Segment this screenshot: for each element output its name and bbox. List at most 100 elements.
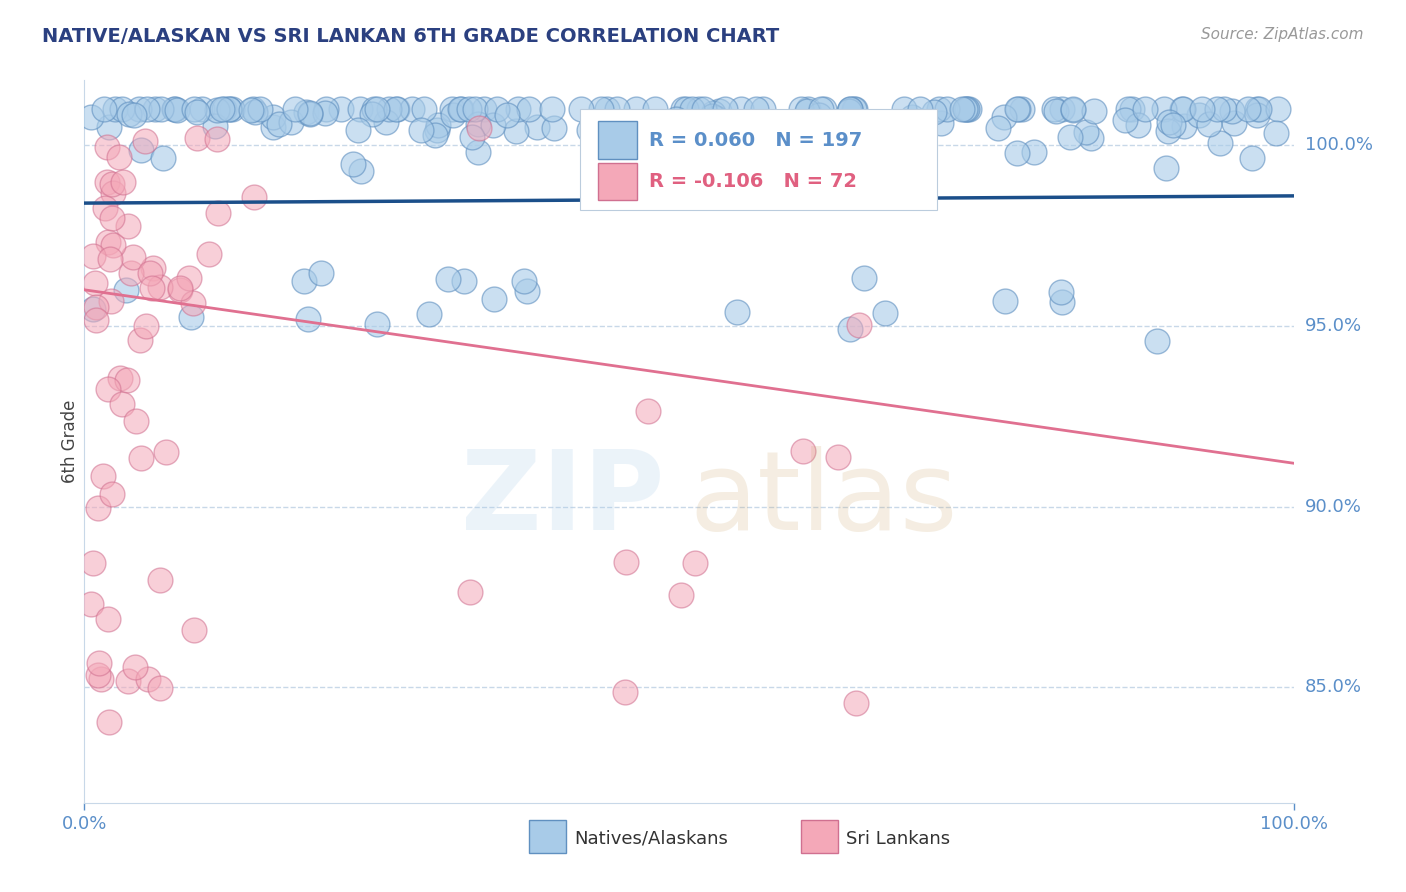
Text: 90.0%: 90.0% [1305, 498, 1361, 516]
Point [839, 102, 862, 116]
Point [117, 219, 139, 233]
Point [692, 102, 714, 116]
Point [908, 103, 931, 117]
Text: Natives/Alaskans: Natives/Alaskans [574, 830, 728, 848]
Point [385, 102, 408, 116]
FancyBboxPatch shape [529, 820, 565, 854]
Point [886, 119, 908, 133]
Point [128, 102, 150, 116]
Text: R = -0.106   N = 72: R = -0.106 N = 72 [650, 172, 858, 191]
Text: R = 0.060   N = 197: R = 0.060 N = 197 [650, 131, 862, 150]
Point [349, 102, 371, 116]
Point [644, 102, 666, 116]
FancyBboxPatch shape [599, 162, 637, 200]
Point [298, 107, 321, 121]
Point [100, 294, 122, 309]
Point [449, 102, 471, 116]
Point [90, 672, 112, 686]
Point [464, 102, 486, 116]
Point [93, 102, 115, 116]
Point [423, 128, 446, 143]
Point [481, 118, 503, 132]
Point [759, 156, 782, 170]
Point [453, 274, 475, 288]
Point [950, 102, 973, 116]
Point [125, 414, 148, 428]
Point [929, 116, 952, 130]
Point [458, 585, 481, 599]
Point [249, 102, 271, 116]
Point [221, 102, 243, 116]
Point [84, 313, 107, 327]
Point [955, 102, 977, 116]
Point [789, 102, 811, 116]
Point [98, 715, 121, 730]
Point [1022, 145, 1045, 159]
Point [796, 103, 818, 118]
Point [97, 235, 120, 249]
Point [589, 115, 612, 129]
Point [1080, 131, 1102, 145]
Point [1135, 102, 1157, 116]
Point [725, 305, 748, 319]
Point [411, 122, 433, 136]
Point [103, 186, 125, 201]
Point [214, 102, 236, 116]
Point [1213, 102, 1236, 116]
Point [115, 373, 138, 387]
Point [1223, 115, 1246, 129]
Point [124, 660, 146, 674]
Point [183, 623, 205, 637]
Point [108, 371, 131, 385]
Point [744, 102, 766, 116]
Point [591, 102, 613, 116]
Point [1116, 102, 1139, 116]
Point [111, 102, 134, 116]
Point [569, 102, 592, 116]
Point [82, 249, 104, 263]
Point [827, 450, 849, 465]
Point [82, 301, 104, 316]
Point [685, 557, 707, 571]
Point [505, 124, 527, 138]
Point [1249, 102, 1271, 116]
Point [1171, 102, 1194, 116]
Point [1161, 118, 1184, 132]
Point [675, 102, 697, 116]
Point [1191, 102, 1213, 116]
Point [86, 501, 108, 516]
Point [101, 211, 124, 225]
Point [810, 102, 832, 116]
Point [366, 102, 388, 116]
Point [342, 157, 364, 171]
Point [378, 102, 401, 116]
Point [374, 114, 396, 128]
Point [101, 238, 124, 252]
Point [122, 108, 145, 122]
Point [595, 102, 617, 116]
Point [347, 122, 370, 136]
Point [149, 280, 172, 294]
Point [1206, 102, 1229, 116]
Point [98, 252, 121, 267]
Point [1050, 295, 1073, 310]
Point [155, 445, 177, 459]
Point [135, 102, 157, 116]
Point [484, 292, 506, 306]
Point [413, 102, 436, 116]
Point [262, 120, 284, 134]
Point [205, 132, 228, 146]
Point [141, 280, 163, 294]
Point [243, 105, 266, 120]
Point [513, 274, 536, 288]
Point [1083, 103, 1105, 118]
Point [135, 319, 157, 334]
Point [752, 102, 775, 116]
FancyBboxPatch shape [599, 121, 637, 159]
Point [297, 312, 319, 326]
Point [142, 260, 165, 275]
Point [138, 266, 160, 280]
Text: atlas: atlas [689, 446, 957, 553]
Point [578, 122, 600, 136]
Point [1157, 124, 1180, 138]
